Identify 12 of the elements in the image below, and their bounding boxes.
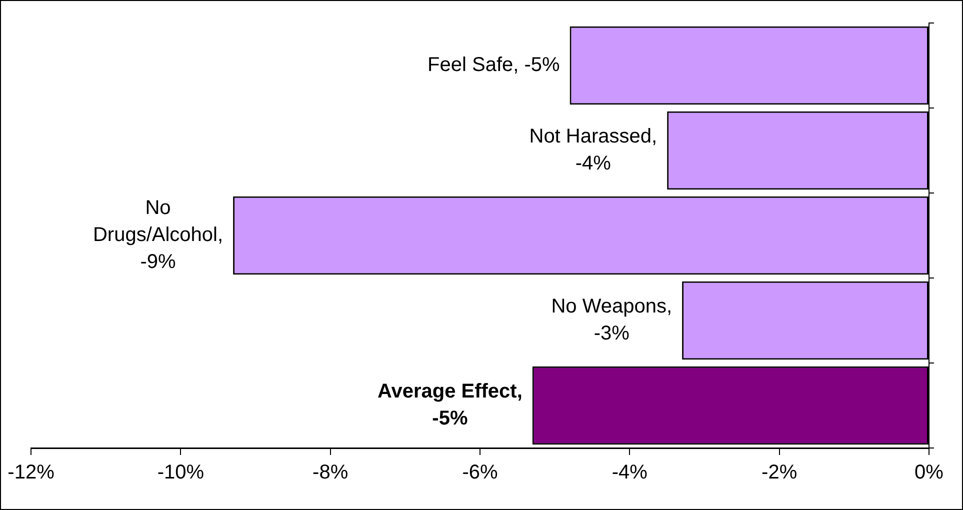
x-tick-label: -10%: [157, 462, 204, 484]
data-label: Feel Safe, -5%: [428, 54, 560, 76]
data-label: No Drugs/Alcohol, -9%: [92, 197, 224, 274]
data-label: Not Harassed, -4%: [529, 126, 658, 175]
x-tick-label: -12%: [8, 462, 55, 484]
x-tick-label: -4%: [612, 462, 648, 484]
data-label: No Weapons, -3%: [551, 296, 672, 345]
x-tick-label: -2%: [762, 462, 798, 484]
x-tick-label: 0%: [914, 462, 944, 484]
x-tick-label: -6%: [462, 462, 498, 484]
x-tick-label: -8%: [312, 462, 348, 484]
data-label: Average Effect, -5%: [378, 380, 522, 430]
